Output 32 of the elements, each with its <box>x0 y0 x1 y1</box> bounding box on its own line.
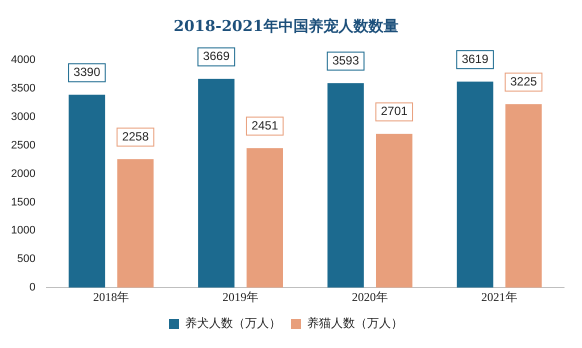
bar <box>376 134 412 288</box>
y-tick-label: 2000 <box>10 168 36 180</box>
data-label: 3619 <box>462 52 489 66</box>
y-tick-label: 1000 <box>10 224 36 237</box>
legend-label: 养猫人数（万人） <box>307 316 403 330</box>
data-label: 3225 <box>510 74 538 88</box>
data-label: 3593 <box>332 53 360 68</box>
y-tick-label: 500 <box>17 253 36 266</box>
bar <box>68 94 106 288</box>
data-label: 2451 <box>251 118 278 132</box>
y-tick-label: 3000 <box>10 110 36 123</box>
data-label: 2258 <box>122 129 150 144</box>
chart-title: 2018-2021年中国养宠人数数量 <box>174 16 398 35</box>
x-tick-label: 2019年 <box>222 290 259 304</box>
bar <box>456 82 494 288</box>
y-tick-label: 2500 <box>10 139 36 152</box>
y-tick-label: 0 <box>29 282 36 294</box>
bar <box>327 83 364 288</box>
legend-label: 养犬人数（万人） <box>185 316 281 330</box>
x-tick-label: 2020年 <box>352 290 388 304</box>
data-label: 3669 <box>202 49 230 64</box>
bar <box>505 104 542 288</box>
x-tick-label: 2021年 <box>481 290 518 304</box>
bar <box>246 148 283 288</box>
bar <box>198 78 234 288</box>
y-tick-label: 3500 <box>10 82 36 94</box>
x-tick-label: 2018年 <box>93 290 130 304</box>
y-tick-label: 4000 <box>10 54 36 66</box>
data-label: 2701 <box>380 104 408 118</box>
y-tick-label: 1500 <box>10 196 36 208</box>
bar <box>117 159 154 288</box>
data-label: 3390 <box>74 65 101 80</box>
